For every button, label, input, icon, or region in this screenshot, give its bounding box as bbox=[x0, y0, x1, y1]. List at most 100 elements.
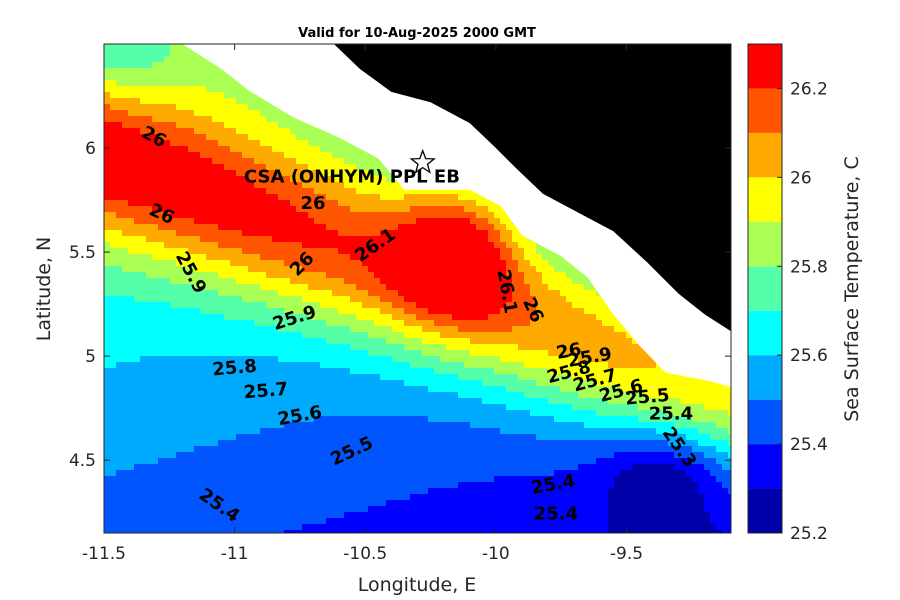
sst-cell bbox=[242, 230, 249, 237]
sst-cell bbox=[104, 92, 111, 99]
sst-cell bbox=[158, 404, 165, 411]
sst-cell bbox=[140, 512, 147, 519]
sst-cell bbox=[296, 392, 303, 399]
sst-cell bbox=[110, 254, 117, 261]
sst-cell bbox=[104, 326, 111, 333]
sst-cell bbox=[110, 380, 117, 387]
sst-cell bbox=[194, 494, 201, 501]
sst-cell bbox=[248, 266, 255, 273]
sst-cell bbox=[320, 296, 327, 303]
sst-cell bbox=[164, 404, 171, 411]
sst-cell bbox=[458, 428, 465, 435]
sst-cell bbox=[194, 452, 201, 459]
sst-cell bbox=[176, 248, 183, 255]
sst-cell bbox=[326, 134, 333, 141]
sst-cell bbox=[140, 308, 147, 315]
sst-cell bbox=[224, 404, 231, 411]
sst-cell bbox=[116, 68, 123, 75]
sst-cell bbox=[314, 374, 321, 381]
sst-cell bbox=[452, 266, 459, 273]
sst-cell bbox=[374, 266, 381, 273]
sst-cell bbox=[218, 434, 225, 441]
sst-cell bbox=[212, 80, 219, 87]
sst-cell bbox=[380, 356, 387, 363]
sst-cell bbox=[452, 374, 459, 381]
sst-cell bbox=[122, 176, 129, 183]
sst-cell bbox=[170, 506, 177, 513]
sst-cell bbox=[356, 272, 363, 279]
sst-cell bbox=[116, 200, 123, 207]
sst-cell bbox=[356, 224, 363, 231]
sst-cell bbox=[140, 452, 147, 459]
sst-cell bbox=[434, 428, 441, 435]
sst-cell bbox=[356, 308, 363, 315]
sst-cell bbox=[308, 146, 315, 153]
sst-cell bbox=[290, 356, 297, 363]
sst-cell bbox=[386, 236, 393, 243]
sst-cell bbox=[128, 476, 135, 483]
sst-cell bbox=[224, 242, 231, 249]
sst-cell bbox=[242, 368, 249, 375]
sst-cell bbox=[122, 182, 129, 189]
sst-cell bbox=[452, 464, 459, 471]
sst-cell bbox=[200, 332, 207, 339]
sst-cell bbox=[290, 314, 297, 321]
sst-cell bbox=[380, 248, 387, 255]
sst-cell bbox=[434, 248, 441, 255]
sst-cell bbox=[398, 410, 405, 417]
sst-cell bbox=[458, 530, 465, 533]
sst-cell bbox=[344, 290, 351, 297]
sst-cell bbox=[140, 158, 147, 165]
sst-cell bbox=[218, 386, 225, 393]
sst-cell bbox=[266, 248, 273, 255]
sst-cell bbox=[320, 260, 327, 267]
sst-cell bbox=[266, 464, 273, 471]
sst-cell bbox=[134, 164, 141, 171]
sst-cell bbox=[140, 338, 147, 345]
sst-cell bbox=[350, 212, 357, 219]
sst-cell bbox=[272, 194, 279, 201]
sst-cell bbox=[398, 524, 405, 531]
sst-cell bbox=[338, 212, 345, 219]
sst-cell bbox=[140, 476, 147, 483]
sst-cell bbox=[254, 446, 261, 453]
sst-cell bbox=[344, 404, 351, 411]
sst-cell bbox=[158, 434, 165, 441]
sst-cell bbox=[206, 434, 213, 441]
sst-cell bbox=[254, 260, 261, 267]
sst-cell bbox=[206, 92, 213, 99]
sst-cell bbox=[266, 200, 273, 207]
sst-cell bbox=[356, 452, 363, 459]
sst-cell bbox=[452, 260, 459, 267]
sst-cell bbox=[296, 296, 303, 303]
sst-cell bbox=[122, 458, 129, 465]
sst-cell bbox=[446, 500, 453, 507]
sst-cell bbox=[134, 266, 141, 273]
sst-cell bbox=[278, 278, 285, 285]
sst-cell bbox=[242, 92, 249, 99]
sst-cell bbox=[278, 260, 285, 267]
sst-cell bbox=[386, 476, 393, 483]
sst-cell bbox=[368, 524, 375, 531]
sst-cell bbox=[302, 458, 309, 465]
sst-cell bbox=[452, 200, 459, 207]
sst-cell bbox=[362, 452, 369, 459]
sst-cell bbox=[332, 404, 339, 411]
sst-cell bbox=[398, 248, 405, 255]
sst-cell bbox=[260, 182, 267, 189]
sst-cell bbox=[296, 446, 303, 453]
sst-cell bbox=[434, 266, 441, 273]
sst-cell bbox=[158, 428, 165, 435]
sst-cell bbox=[242, 176, 249, 183]
sst-cell bbox=[446, 458, 453, 465]
sst-cell bbox=[200, 368, 207, 375]
sst-cell bbox=[308, 230, 315, 237]
sst-cell bbox=[440, 434, 447, 441]
sst-cell bbox=[254, 116, 261, 123]
sst-cell bbox=[122, 260, 129, 267]
sst-cell bbox=[302, 470, 309, 477]
sst-cell bbox=[314, 140, 321, 147]
sst-cell bbox=[182, 350, 189, 357]
sst-cell bbox=[236, 512, 243, 519]
sst-cell bbox=[206, 278, 213, 285]
